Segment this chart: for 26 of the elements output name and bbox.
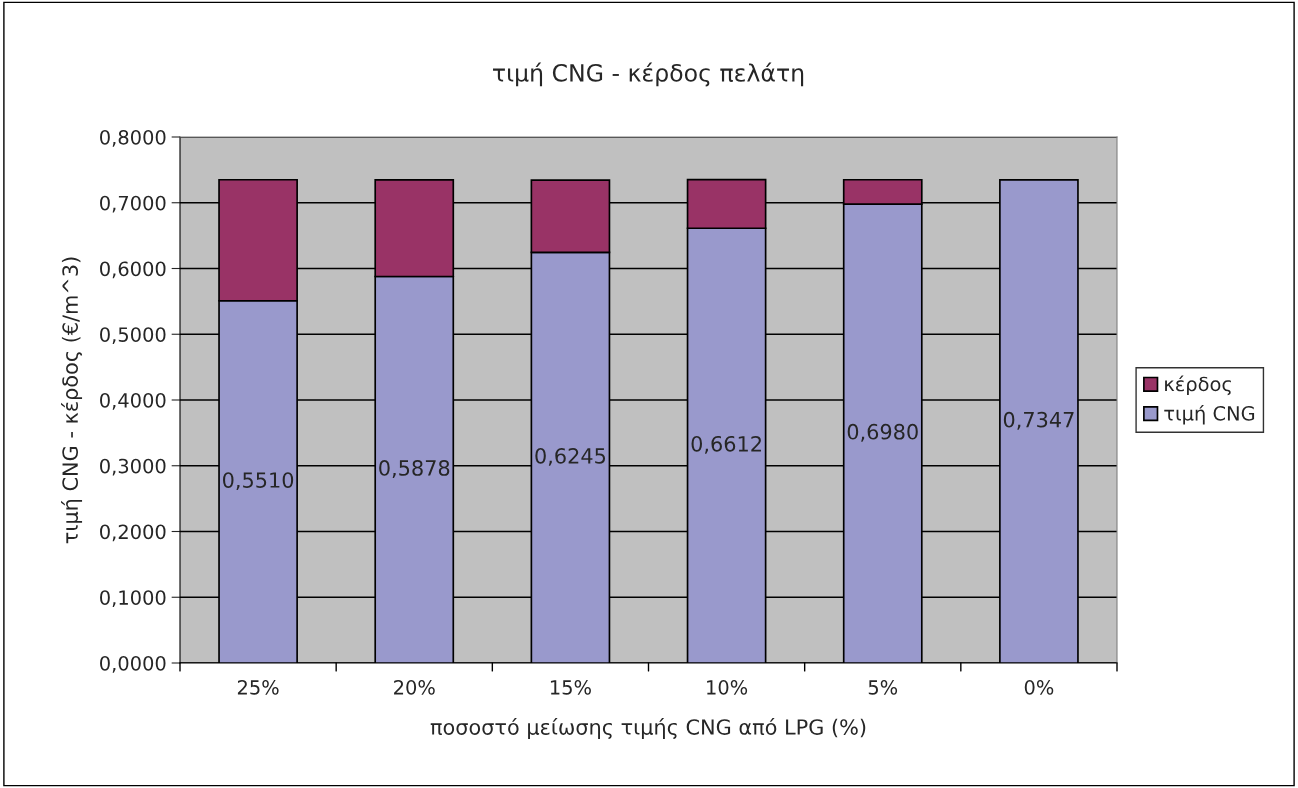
x-axis-title: ποσοστό μείωσης τιμής CNG από LPG (%) <box>430 717 866 739</box>
y-tick-label: 0,2000 <box>100 524 166 542</box>
y-axis-title: τιμή CNG - κέρδος (€/m^3) <box>61 257 83 544</box>
legend-label: τιμή CNG <box>1164 404 1255 425</box>
data-label: 0,6612 <box>691 435 761 454</box>
data-label: 0,6980 <box>847 423 918 442</box>
x-tick-label: 15% <box>550 680 591 695</box>
x-tick-label: 25% <box>237 680 279 695</box>
y-tick-label: 0,6000 <box>100 261 166 279</box>
y-tick-label: 0,4000 <box>100 392 166 410</box>
y-tick-label: 0,3000 <box>100 458 166 476</box>
y-tick-label: 0,5000 <box>100 327 166 344</box>
data-label: 0,5878 <box>379 460 450 478</box>
y-tick-label: 0,0000 <box>100 655 166 673</box>
x-tick-label: 0% <box>1024 680 1054 695</box>
x-tick-label: 20% <box>394 680 435 695</box>
data-label: 0,5510 <box>223 472 294 491</box>
legend-label: κέρδος <box>1165 375 1231 396</box>
y-tick-label: 0,1000 <box>100 590 166 607</box>
data-label: 0,7347 <box>1003 411 1074 430</box>
x-tick-label: 10% <box>707 680 748 695</box>
y-tick-label: 0,8000 <box>100 129 166 147</box>
x-tick-label: 5% <box>868 680 898 695</box>
chart-title: τιμή CNG - κέρδος πελάτη <box>493 62 804 87</box>
y-tick-label: 0,7000 <box>100 195 166 213</box>
data-label: 0,6245 <box>535 447 606 466</box>
